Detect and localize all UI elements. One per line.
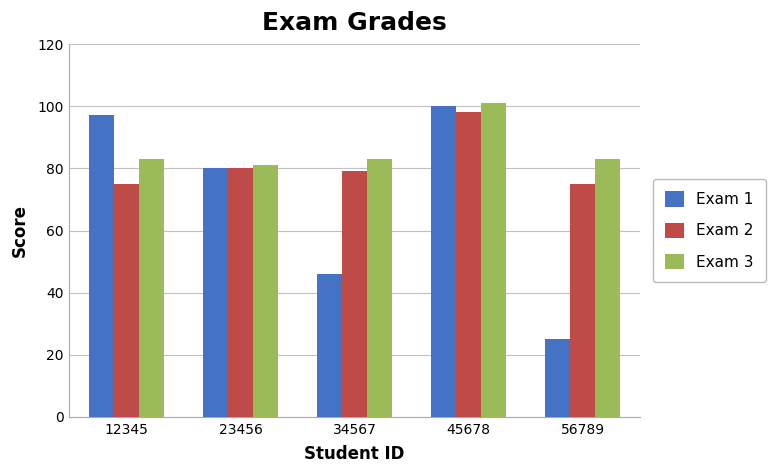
Bar bbox=[570, 184, 595, 417]
Y-axis label: Score: Score bbox=[11, 204, 29, 257]
Bar bbox=[203, 168, 228, 417]
Bar bbox=[89, 116, 114, 417]
X-axis label: Student ID: Student ID bbox=[305, 445, 405, 463]
Bar bbox=[253, 165, 278, 417]
Bar bbox=[545, 339, 570, 417]
Bar bbox=[456, 112, 481, 417]
Bar bbox=[139, 159, 164, 417]
Bar bbox=[481, 103, 507, 417]
Bar bbox=[114, 184, 139, 417]
Bar bbox=[367, 159, 392, 417]
Bar bbox=[342, 172, 367, 417]
Bar bbox=[228, 168, 253, 417]
Legend: Exam 1, Exam 2, Exam 3: Exam 1, Exam 2, Exam 3 bbox=[653, 179, 765, 282]
Bar bbox=[431, 106, 456, 417]
Bar bbox=[317, 274, 342, 417]
Title: Exam Grades: Exam Grades bbox=[262, 11, 447, 35]
Bar bbox=[595, 159, 620, 417]
